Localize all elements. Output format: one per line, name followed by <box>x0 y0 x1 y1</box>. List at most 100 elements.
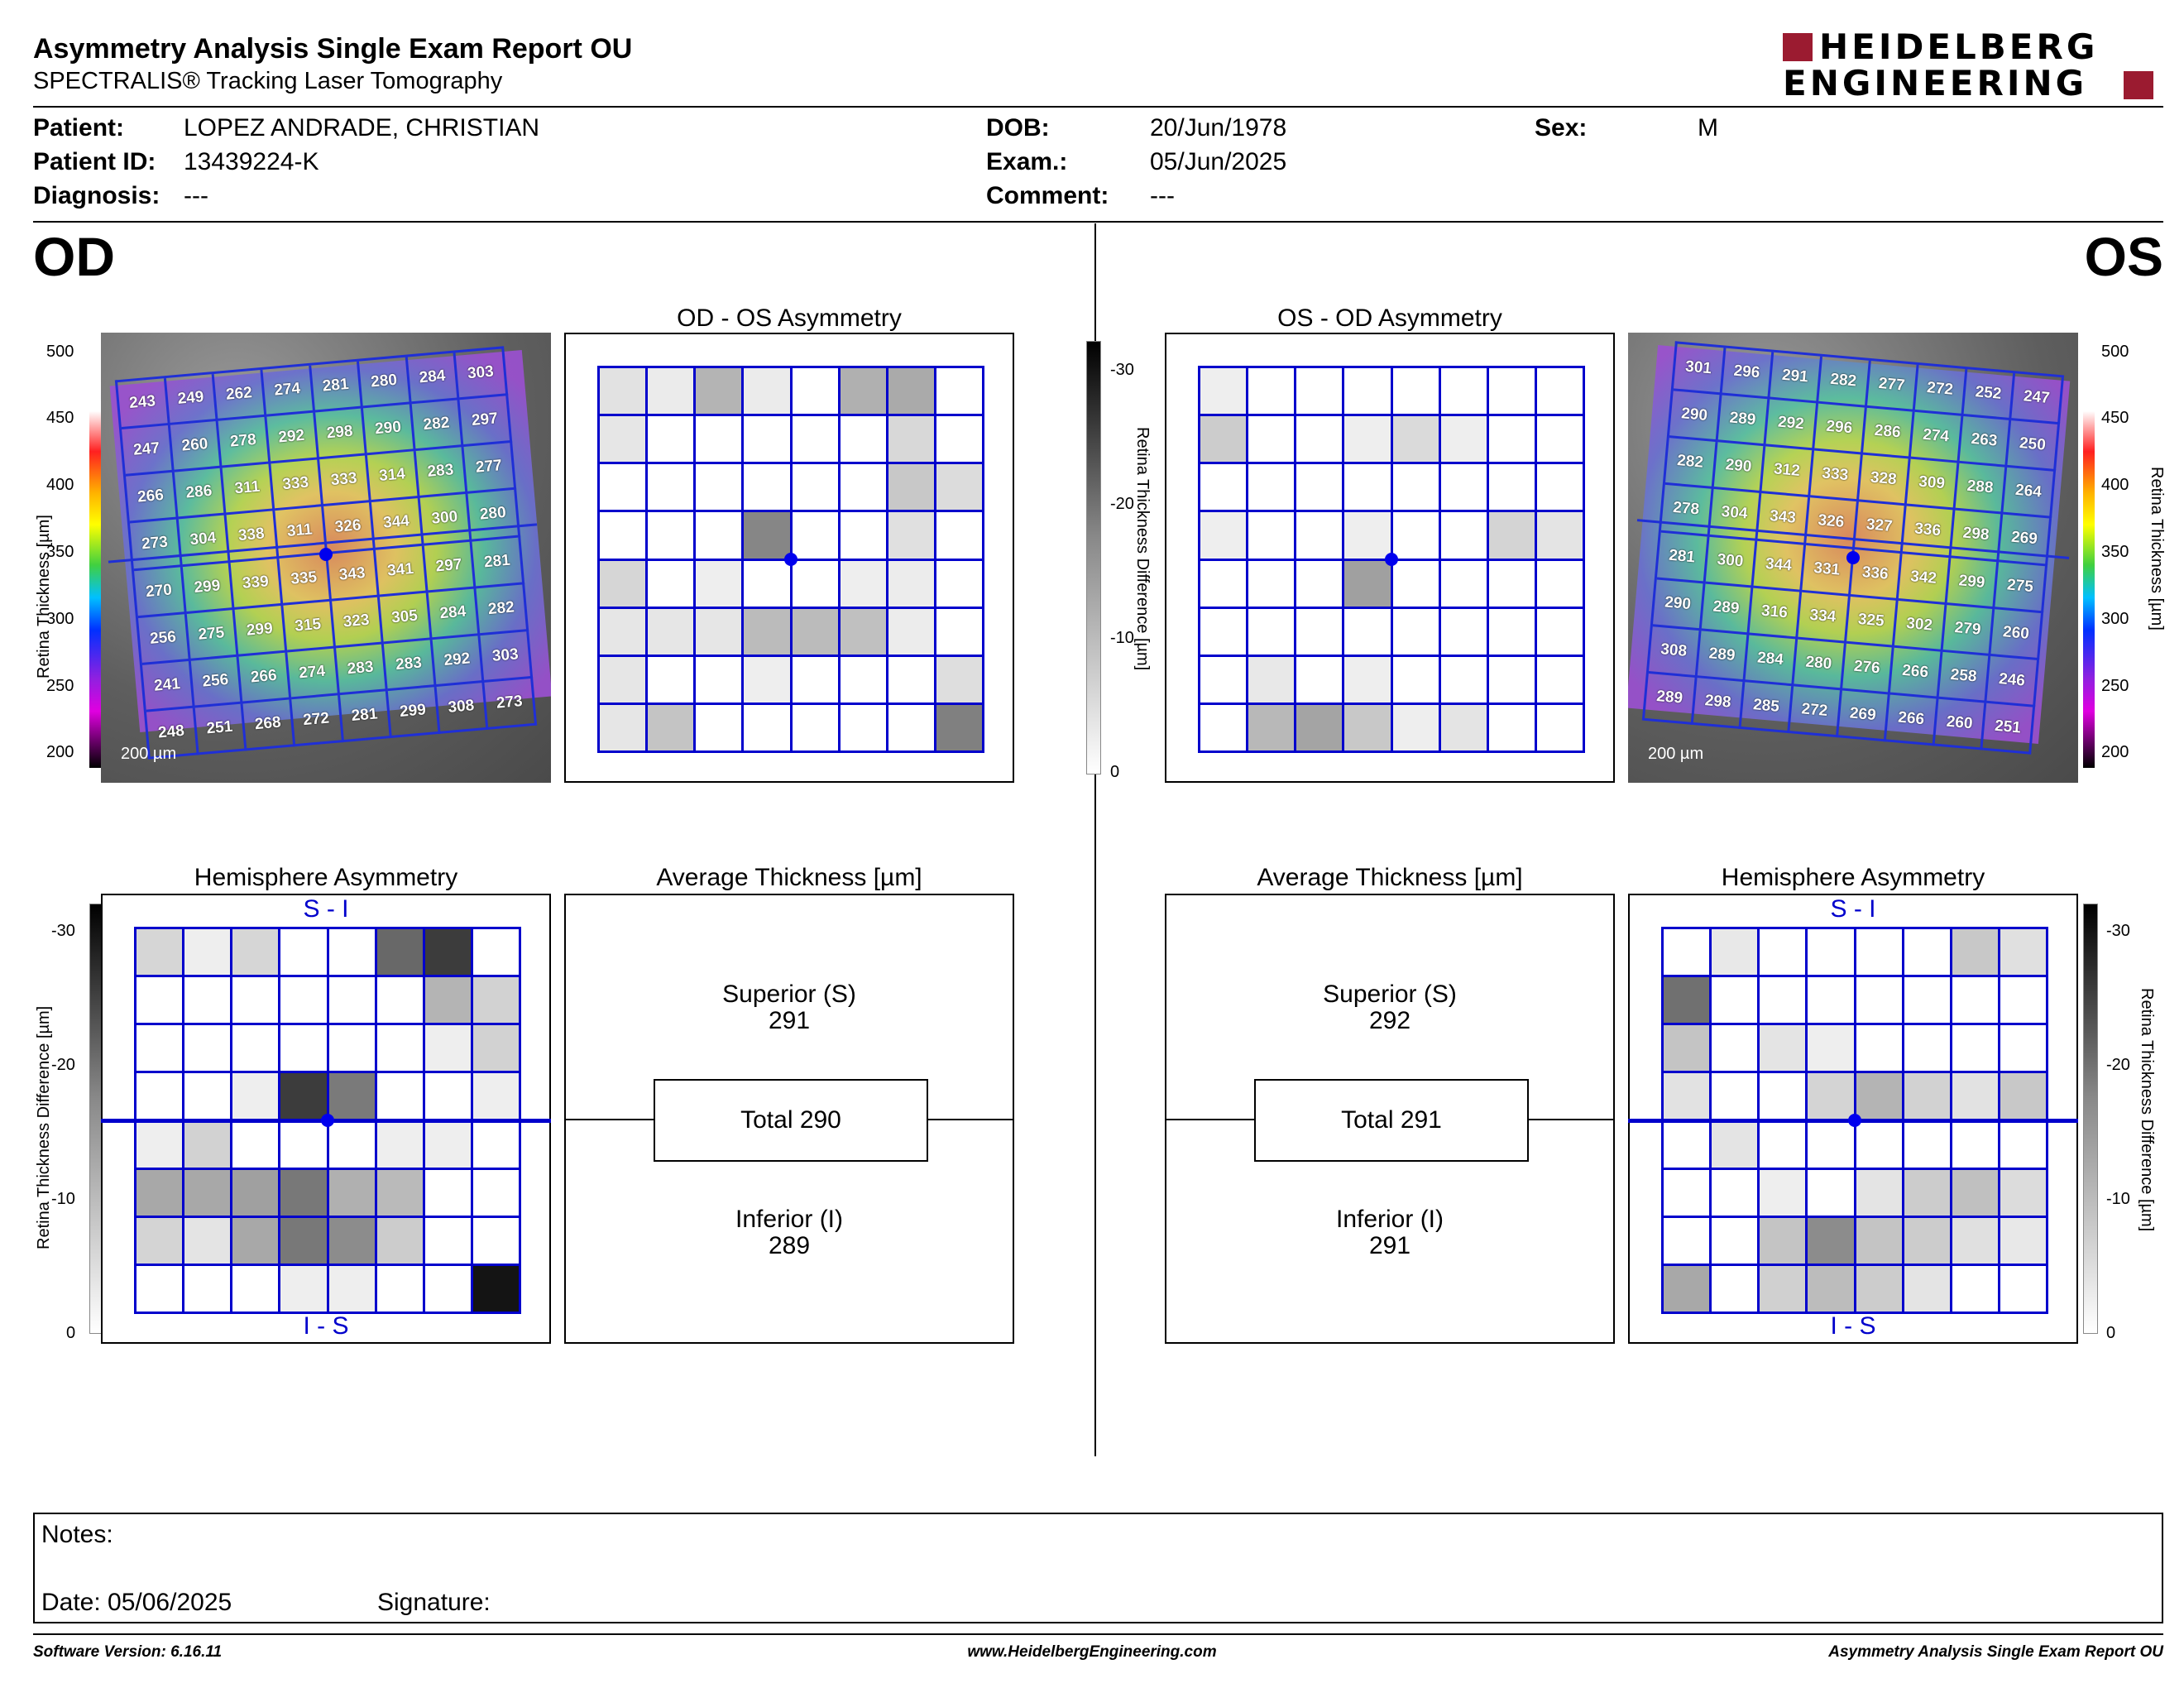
center-diff-tick: -20 <box>1110 495 1134 513</box>
os-thickness-cell: 286 <box>1862 407 1915 459</box>
od-asym-cell <box>600 464 649 513</box>
od-hemi-cell <box>232 1121 281 1170</box>
os-asym-cell <box>1344 464 1393 513</box>
os-asym-cell <box>1392 368 1441 417</box>
os-thickness-cell: 328 <box>1858 454 1911 506</box>
od-asym-cell <box>936 608 984 657</box>
od-asym-cell <box>744 512 793 561</box>
diagnosis-value: --- <box>184 182 208 209</box>
od-asym-cell <box>696 368 745 417</box>
os-hemi-cell <box>1808 1073 1856 1122</box>
os-hemi-panel: S - I I - S <box>1628 894 2078 1344</box>
od-thickness-cell: 286 <box>174 468 227 520</box>
os-thickness-cell: 276 <box>1842 643 1894 695</box>
os-hemi-cell <box>1952 977 2000 1026</box>
diagnosis-label: Diagnosis: <box>33 182 160 209</box>
od-thickness-cell: 303 <box>455 348 509 400</box>
od-thickness-cell: 284 <box>407 352 460 405</box>
od-thickness-cell: 274 <box>287 648 340 700</box>
od-hemi-cell <box>280 929 329 978</box>
os-asym-cell <box>1296 464 1345 513</box>
od-thickness-cell: 300 <box>419 494 472 546</box>
od-asym-cell <box>744 368 793 417</box>
os-hemi-cell <box>2000 1217 2048 1266</box>
os-hemi-cell <box>2000 1265 2048 1314</box>
od-hemi-cell <box>184 1121 233 1170</box>
od-thickness-cell: 278 <box>218 416 271 468</box>
od-hemi-cell <box>136 977 185 1026</box>
od-thickness-cell: 272 <box>291 695 344 747</box>
od-hemi-cell <box>184 977 233 1026</box>
os-hemi-cell <box>1712 1265 1760 1314</box>
od-superior-value: 291 <box>768 1007 811 1034</box>
od-hemi-cell <box>424 1121 473 1170</box>
od-hemi-axis-label: Retina Thickness Difference [µm] <box>35 1005 53 1249</box>
os-hemi-cell <box>1760 1025 1808 1074</box>
date-label: Date: 05/06/2025 <box>41 1589 232 1616</box>
os-hemi-cell <box>1712 1169 1760 1218</box>
os-hemi-cell <box>1904 1265 1952 1314</box>
os-asym-cell <box>1248 608 1297 657</box>
os-asym-cell <box>1536 656 1585 705</box>
od-hemi-panel: S - I I - S <box>101 894 551 1344</box>
os-asym-cell <box>1344 416 1393 465</box>
od-thickness-cell: 333 <box>271 459 323 511</box>
od-asym-cell <box>696 416 745 465</box>
os-hemi-cell <box>1952 1121 2000 1170</box>
os-thickness-cell: 288 <box>1955 463 2008 516</box>
od-thickness-cell: 243 <box>117 378 170 430</box>
os-thickness-cell: 275 <box>1995 561 2048 613</box>
os-hemi-cell <box>1712 929 1760 978</box>
os-hemi-cell <box>1808 1265 1856 1314</box>
od-thickness-cell: 283 <box>383 639 437 691</box>
od-hemi-cell <box>376 1073 425 1122</box>
od-asym-cell <box>840 464 888 513</box>
os-thickness-cell: 279 <box>1942 604 1995 656</box>
os-hemi-cell <box>2000 1025 2048 1074</box>
os-asym-cell <box>1488 512 1537 561</box>
os-asym-cell <box>1248 704 1297 753</box>
od-asym-cell <box>600 608 649 657</box>
od-hemi-cell <box>424 1265 473 1314</box>
od-thickness-cell: 314 <box>367 451 420 503</box>
od-thickness-cell: 326 <box>323 502 376 554</box>
od-thickness-cell: 292 <box>266 412 319 464</box>
od-hemi-cell <box>232 1265 281 1314</box>
os-asym-cell <box>1488 560 1537 609</box>
os-hemi-cell <box>1808 1025 1856 1074</box>
od-asym-cell <box>888 512 936 561</box>
os-asym-cell <box>1296 608 1345 657</box>
os-asym-cell <box>1488 368 1537 417</box>
od-asym-cell <box>936 704 984 753</box>
od-asym-cell <box>696 512 745 561</box>
od-asym-cell <box>888 416 936 465</box>
os-hemi-cell <box>1856 1025 1904 1074</box>
od-thickness-cell: 344 <box>371 498 424 550</box>
os-thickness-cell: 292 <box>1765 399 1818 451</box>
os-hemi-cell <box>1760 1217 1808 1266</box>
od-hemi-cell <box>472 1121 521 1170</box>
od-asym-cell <box>648 368 697 417</box>
patient-label: Patient: <box>33 114 125 141</box>
os-total: Total 291 <box>1254 1079 1529 1162</box>
footer-website[interactable]: www.HeidelbergEngineering.com <box>967 1643 1217 1661</box>
os-hemi-bottom-label: I - S <box>1830 1312 1876 1340</box>
od-superior-label: Superior (S) <box>722 981 856 1008</box>
od-asym-cell <box>936 560 984 609</box>
os-avg-title: Average Thickness [µm] <box>1257 864 1523 891</box>
os-hemi-cell <box>1952 1169 2000 1218</box>
os-thickness-cell: 290 <box>1669 391 1722 443</box>
od-asym-cell <box>744 560 793 609</box>
od-asym-cell <box>600 416 649 465</box>
od-hemi-cell <box>136 1265 185 1314</box>
od-asym-cell <box>744 704 793 753</box>
center-diff-tick: 0 <box>1110 763 1120 781</box>
os-thickness-cell: 289 <box>1644 673 1698 725</box>
od-hemi-cell <box>232 1025 281 1074</box>
os-asym-cell <box>1536 512 1585 561</box>
os-thickness-cell: 331 <box>1801 544 1855 597</box>
od-thickness-cell: 280 <box>359 357 412 409</box>
od-asym-cell <box>840 368 888 417</box>
od-thickness-cell: 308 <box>436 682 489 734</box>
od-hemi-cell <box>184 1073 233 1122</box>
